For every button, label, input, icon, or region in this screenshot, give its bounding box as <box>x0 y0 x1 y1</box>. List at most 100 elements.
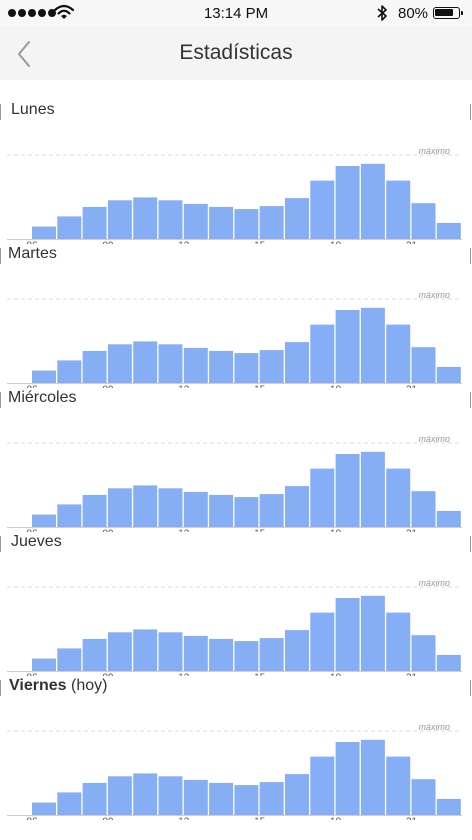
hour-bar <box>436 654 461 671</box>
hour-tick-label: 21 <box>406 240 418 244</box>
hourly-bar-chart: máximo 06 09 12 15 18 21 <box>7 146 462 244</box>
hourly-bar-chart: máximo 06 09 12 15 18 21 <box>7 290 462 388</box>
hour-tick-label: 12 <box>178 384 190 388</box>
hour-bar <box>259 638 284 671</box>
max-label: máximo <box>418 146 450 156</box>
section-edge-mark <box>470 680 471 696</box>
hour-tick-label: 18 <box>330 240 342 244</box>
hour-tick-label: 09 <box>102 384 114 388</box>
hour-bar <box>285 630 309 671</box>
hour-bar <box>57 792 82 815</box>
hour-tick-label: 15 <box>254 240 266 244</box>
section-edge-mark <box>0 680 1 696</box>
hour-bar <box>234 641 259 671</box>
hour-tick-label: 12 <box>178 816 190 820</box>
hour-bar <box>133 341 158 383</box>
day-section-jueves: Jueves máximo 06 09 12 15 18 21 <box>0 532 472 676</box>
hour-bar <box>360 163 385 239</box>
hour-bar <box>234 497 259 527</box>
hour-bar <box>107 632 132 671</box>
hour-bar <box>158 488 183 527</box>
hour-bar <box>107 200 132 239</box>
day-title: Miércoles <box>8 388 76 408</box>
hour-bar <box>335 454 360 527</box>
max-label: máximo <box>418 578 450 588</box>
hour-bar <box>411 347 436 383</box>
hour-tick-label: 06 <box>26 672 38 676</box>
hour-bar <box>335 166 360 239</box>
hour-bar <box>82 206 107 239</box>
hour-bar <box>82 350 107 383</box>
hour-bar <box>133 485 158 527</box>
hour-bar <box>310 468 335 527</box>
section-edge-mark <box>0 104 1 120</box>
day-name: Lunes <box>11 101 55 118</box>
hour-bar <box>183 347 208 383</box>
section-edge-mark <box>470 392 471 408</box>
hour-tick-label: 21 <box>406 528 418 532</box>
hour-bar <box>310 180 335 239</box>
hour-bar <box>57 216 82 239</box>
section-edge-mark <box>470 248 471 264</box>
max-label: máximo <box>418 722 450 732</box>
hour-bar <box>335 598 360 671</box>
hour-bar <box>386 468 411 527</box>
back-button[interactable] <box>12 40 38 68</box>
bluetooth-icon <box>377 5 387 21</box>
day-name: Viernes <box>9 677 67 694</box>
hour-tick-label: 18 <box>330 528 342 532</box>
hour-bar <box>57 648 82 671</box>
hour-bar <box>259 206 284 239</box>
hour-tick-label: 15 <box>254 672 266 676</box>
hour-bar <box>285 486 309 527</box>
hour-tick-label: 12 <box>178 672 190 676</box>
hour-bar <box>209 350 234 383</box>
hour-bar <box>386 612 411 671</box>
day-title: Lunes <box>11 100 55 120</box>
hour-bar <box>234 353 259 383</box>
hour-bar <box>107 488 132 527</box>
hour-tick-label: 09 <box>102 528 114 532</box>
hour-bar <box>310 612 335 671</box>
hour-bar <box>32 370 56 383</box>
hour-bar <box>360 595 385 671</box>
hour-bar <box>386 756 411 815</box>
section-edge-mark <box>0 536 1 552</box>
status-bar: 13:14 PM 80% <box>0 0 472 26</box>
day-title: Jueves <box>11 532 62 552</box>
hour-tick-label: 12 <box>178 528 190 532</box>
hour-bar <box>32 514 56 527</box>
hour-bar <box>32 802 56 815</box>
hour-bar <box>411 491 436 527</box>
hour-bar <box>133 197 158 239</box>
hour-tick-label: 09 <box>102 672 114 676</box>
hour-bar <box>82 782 107 815</box>
hour-bar <box>209 782 234 815</box>
chevron-left-icon <box>18 41 30 67</box>
page-title: Estadísticas <box>179 41 293 64</box>
max-label: máximo <box>418 290 450 300</box>
hour-bar <box>360 307 385 383</box>
hour-bar <box>386 180 411 239</box>
section-edge-mark <box>470 536 471 552</box>
day-section-miercoles: Miércoles máximo 06 09 12 15 18 21 <box>0 388 472 532</box>
day-section-lunes: Lunes máximo 06 09 12 15 18 21 <box>0 100 472 244</box>
hour-bar <box>133 629 158 671</box>
wifi-icon <box>54 4 74 19</box>
today-label: (hoy) <box>70 677 108 694</box>
hour-tick-label: 15 <box>254 384 266 388</box>
hour-bar <box>82 494 107 527</box>
hour-tick-label: 21 <box>406 384 418 388</box>
hour-tick-label: 18 <box>330 672 342 676</box>
hour-bar <box>360 739 385 815</box>
hour-tick-label: 18 <box>330 384 342 388</box>
hour-bar <box>158 776 183 815</box>
hour-bar <box>360 451 385 527</box>
hour-bar <box>209 206 234 239</box>
hour-bar <box>183 203 208 239</box>
hour-tick-label: 06 <box>26 816 38 820</box>
hour-bar <box>259 350 284 383</box>
hour-bar <box>436 222 461 239</box>
stats-content[interactable]: Lunes máximo 06 09 12 15 18 21 Martes máximo 06… <box>0 80 472 840</box>
hour-bar <box>411 635 436 671</box>
